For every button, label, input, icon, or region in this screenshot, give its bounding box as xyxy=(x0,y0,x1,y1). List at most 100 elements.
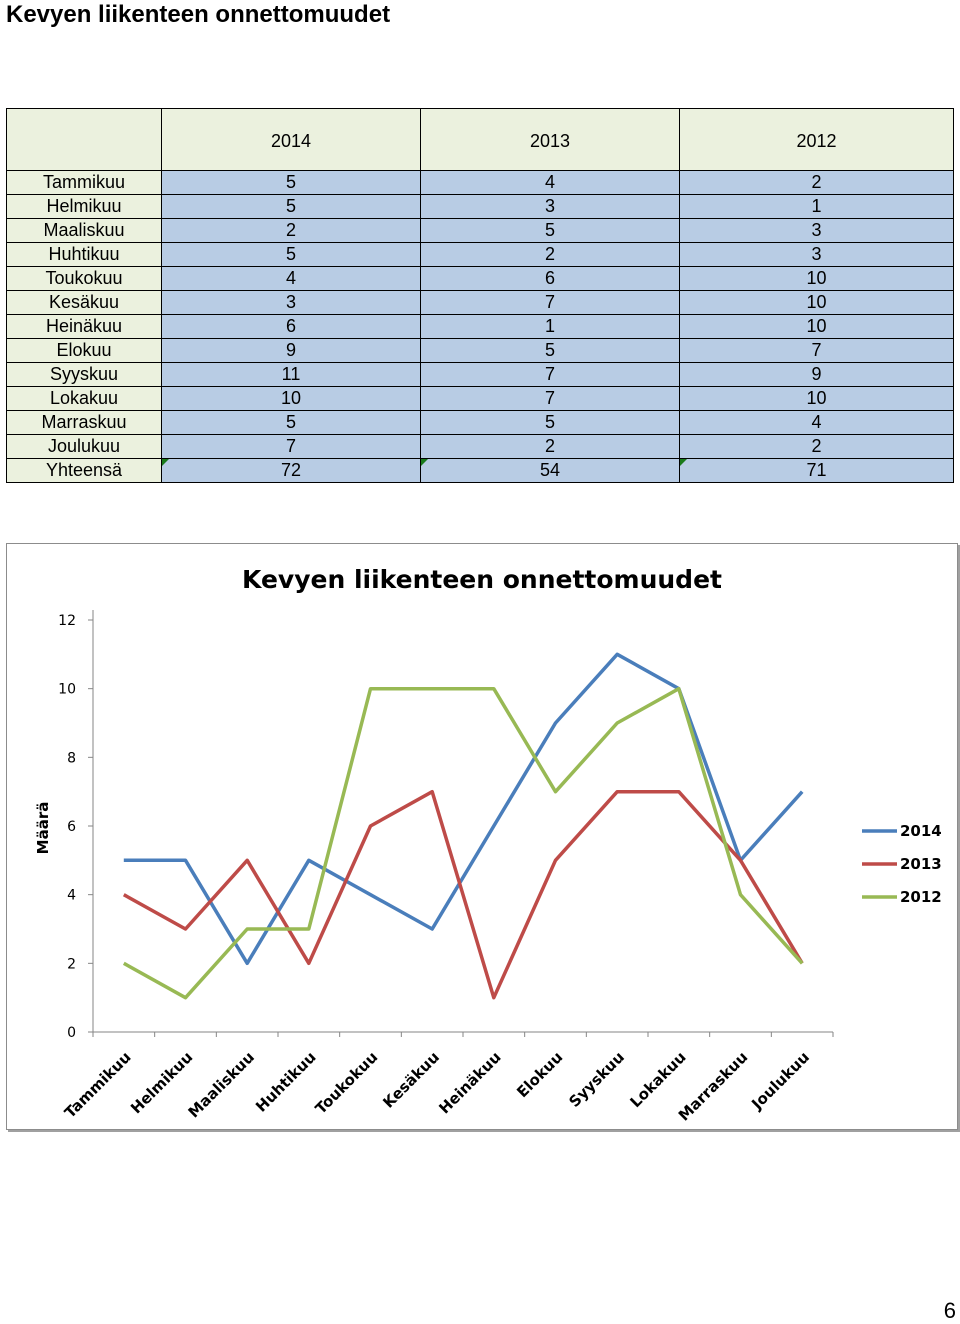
table-cell: 10 xyxy=(161,386,421,411)
total-cell: 54 xyxy=(420,458,680,483)
table-cell: 6 xyxy=(420,266,680,291)
table-cell: 9 xyxy=(679,362,954,387)
table-cell: 10 xyxy=(679,314,954,339)
column-header: 2013 xyxy=(420,108,680,171)
legend-label: 2012 xyxy=(900,888,942,906)
x-tick-label: Maaliskuu xyxy=(185,1048,258,1121)
x-tick-label: Heinäkuu xyxy=(435,1048,504,1117)
y-axis-label: Määrä xyxy=(34,802,52,855)
row-label: Tammikuu xyxy=(6,170,162,195)
table-cell: 7 xyxy=(420,386,680,411)
table-cell: 5 xyxy=(161,194,421,219)
table-cell: 2 xyxy=(679,170,954,195)
table-cell: 4 xyxy=(679,410,954,435)
table-cell: 5 xyxy=(161,170,421,195)
table-row: Tammikuu 5 4 2 xyxy=(6,170,954,195)
column-header: 2014 xyxy=(161,108,421,171)
x-tick-label: Toukokuu xyxy=(312,1048,382,1118)
table-cell: 7 xyxy=(420,290,680,315)
row-label: Joulukuu xyxy=(6,434,162,459)
table-row: Kesäkuu 3 7 10 xyxy=(6,290,954,315)
total-cell: 71 xyxy=(679,458,954,483)
table-cell: 2 xyxy=(679,434,954,459)
table-cell: 5 xyxy=(420,410,680,435)
table-cell: 5 xyxy=(420,338,680,363)
legend-label: 2013 xyxy=(900,855,942,873)
chart-title: Kevyen liikenteen onnettomuudet xyxy=(242,565,722,594)
page-number: 6 xyxy=(943,1298,956,1323)
y-tick-label: 0 xyxy=(67,1025,76,1041)
table-cell: 7 xyxy=(420,362,680,387)
y-tick-label: 12 xyxy=(58,613,76,629)
table-cell: 4 xyxy=(420,170,680,195)
x-tick-label: Huhtikuu xyxy=(252,1048,320,1116)
table-cell: 11 xyxy=(161,362,421,387)
table-cell: 1 xyxy=(679,194,954,219)
table-cell: 3 xyxy=(679,218,954,243)
table-cell: 5 xyxy=(161,242,421,267)
x-tick-label: Kesäkuu xyxy=(379,1048,443,1112)
series-line-2014 xyxy=(123,652,804,966)
y-tick-label: 4 xyxy=(67,888,76,904)
total-label: Yhteensä xyxy=(6,458,162,483)
row-label: Maaliskuu xyxy=(6,218,162,243)
y-tick-label: 2 xyxy=(67,956,76,972)
table-row: Joulukuu 7 2 2 xyxy=(6,434,954,459)
table-row: Toukokuu 4 6 10 xyxy=(6,266,954,291)
row-label: Toukokuu xyxy=(6,266,162,291)
table-cell: 2 xyxy=(420,242,680,267)
table-cell: 2 xyxy=(420,434,680,459)
row-label: Syyskuu xyxy=(6,362,162,387)
table-cell: 1 xyxy=(420,314,680,339)
table-row: Elokuu 9 5 7 xyxy=(6,338,954,363)
table-row: Maaliskuu 2 5 3 xyxy=(6,218,954,243)
table-row: Syyskuu 11 7 9 xyxy=(6,362,954,387)
row-label: Elokuu xyxy=(6,338,162,363)
table-header-row: 2014 2013 2012 xyxy=(6,108,954,171)
table-corner-cell xyxy=(6,108,162,171)
page-title: Kevyen liikenteen onnettomuudet xyxy=(6,1,391,28)
x-tick-label: Lokakuu xyxy=(627,1048,690,1111)
table-row: Helmikuu 5 3 1 xyxy=(6,194,954,219)
table-cell: 9 xyxy=(161,338,421,363)
table-cell: 10 xyxy=(679,290,954,315)
row-label: Marraskuu xyxy=(6,410,162,435)
table-cell: 5 xyxy=(420,218,680,243)
series-line-2013 xyxy=(122,789,804,1000)
series-line-2012 xyxy=(122,686,804,1000)
table-cell: 2 xyxy=(161,218,421,243)
y-tick-label: 10 xyxy=(58,682,76,698)
table-row: Heinäkuu 6 1 10 xyxy=(6,314,954,339)
row-label: Helmikuu xyxy=(6,194,162,219)
data-table: 2014 2013 2012 Tammikuu 5 4 2 Helmikuu 5 3 1 Maa… xyxy=(6,108,954,483)
y-tick-label: 6 xyxy=(67,819,76,835)
table-row: Lokakuu 10 7 10 xyxy=(6,386,954,411)
row-label: Lokakuu xyxy=(6,386,162,411)
row-label: Heinäkuu xyxy=(6,314,162,339)
chart-svg: Kevyen liikenteen onnettomuudet Määrä 0 2 4 6… xyxy=(34,565,942,1125)
table-cell: 10 xyxy=(679,386,954,411)
line-chart: Kevyen liikenteen onnettomuudet Määrä 0 2 4 6… xyxy=(6,543,958,1130)
legend-label: 2014 xyxy=(900,822,942,840)
table-cell: 3 xyxy=(161,290,421,315)
row-label: Huhtikuu xyxy=(6,242,162,267)
table-row: Marraskuu 5 5 4 xyxy=(6,410,954,435)
total-row: Yhteensä 72 54 71 xyxy=(6,458,954,483)
table-cell: 3 xyxy=(679,242,954,267)
x-tick-label: Joulukuu xyxy=(747,1048,813,1114)
x-tick-label: Tammikuu xyxy=(61,1048,135,1122)
x-tick-label: Syyskuu xyxy=(565,1048,628,1111)
table-cell: 7 xyxy=(161,434,421,459)
table-cell: 6 xyxy=(161,314,421,339)
y-tick-label: 8 xyxy=(67,750,76,766)
table-cell: 5 xyxy=(161,410,421,435)
table-cell: 4 xyxy=(161,266,421,291)
x-tick-label: Elokuu xyxy=(513,1048,566,1101)
row-label: Kesäkuu xyxy=(6,290,162,315)
table-cell: 7 xyxy=(679,338,954,363)
table-cell: 10 xyxy=(679,266,954,291)
total-cell: 72 xyxy=(161,458,421,483)
table-cell: 3 xyxy=(420,194,680,219)
column-header: 2012 xyxy=(679,108,954,171)
table-row: Huhtikuu 5 2 3 xyxy=(6,242,954,267)
